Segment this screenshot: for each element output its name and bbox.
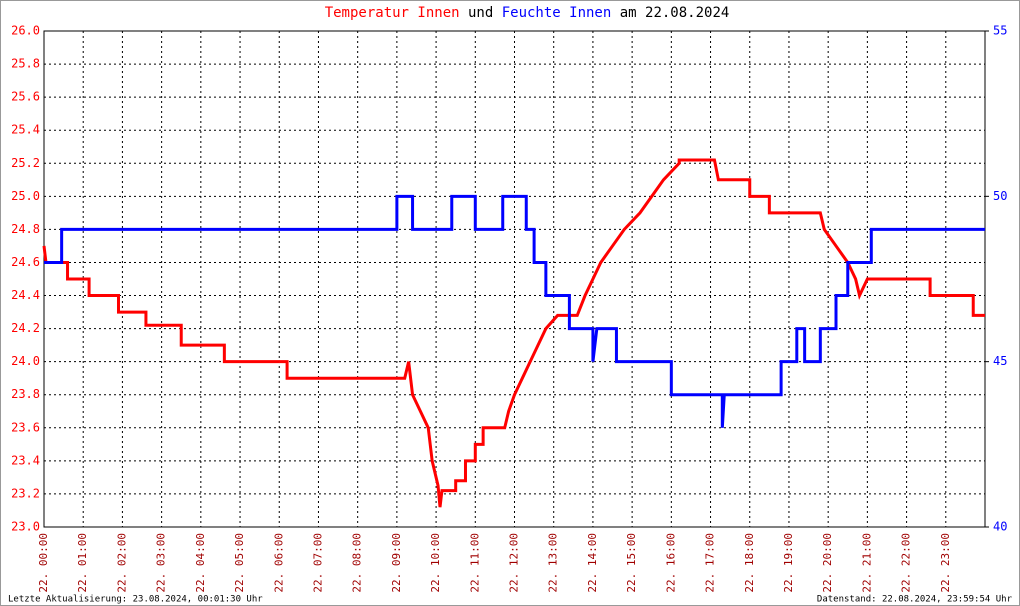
x-tick-label: 22. 01:00 [76, 533, 89, 593]
y-tick-label: 24.0 [11, 354, 40, 368]
x-tick-label: 22. 02:00 [115, 533, 128, 593]
x-tick-label: 22. 16:00 [664, 533, 677, 593]
x-tick-label: 22. 18:00 [743, 533, 756, 593]
x-tick-label: 22. 19:00 [782, 533, 795, 593]
title-connector: und [468, 5, 493, 21]
y-tick-label: 23.4 [11, 453, 40, 467]
x-tick-label: 22. 04:00 [194, 533, 207, 593]
x-tick-label: 22. 13:00 [547, 533, 560, 593]
y-tick-label: 23.0 [11, 520, 40, 534]
y2-tick-label: 50 [993, 189, 1007, 203]
title-series-2: Feuchte Innen [502, 5, 612, 21]
y-tick-label: 23.6 [11, 420, 40, 434]
series-line [42, 158, 985, 508]
x-tick-label: 22. 21:00 [860, 533, 873, 593]
y-tick-label: 24.2 [11, 321, 40, 335]
y-tick-label: 24.4 [11, 288, 40, 302]
y-tick-label: 24.8 [11, 222, 40, 236]
footer-right: Datenstand: 22.08.2024, 23:59:54 Uhr [817, 595, 1013, 605]
x-tick-label: 22. 15:00 [625, 533, 638, 593]
footer-left: Letzte Aktualisierung: 23.08.2024, 00:01… [8, 595, 263, 605]
y-tick-label: 25.4 [11, 123, 40, 137]
x-tick-label: 22. 07:00 [311, 533, 324, 593]
y-tick-label: 25.6 [11, 90, 40, 104]
y2-tick-label: 45 [993, 354, 1007, 368]
x-tick-label: 22. 05:00 [233, 533, 246, 593]
x-tick-label: 22. 09:00 [390, 533, 403, 593]
y-tick-label: 26.0 [11, 24, 40, 38]
x-tick-label: 22. 12:00 [508, 533, 521, 593]
y-tick-label: 24.6 [11, 255, 40, 269]
title-series-1: Temperatur Innen [325, 5, 460, 21]
y-tick-label: 25.0 [11, 189, 40, 203]
y-tick-label: 23.2 [11, 486, 40, 500]
chart-title: Temperatur Innen und Feuchte Innen am 22… [325, 5, 730, 21]
series-line [44, 194, 985, 428]
y-tick-label: 25.2 [11, 156, 40, 170]
plot-border [43, 30, 986, 528]
y2-tick-label: 40 [993, 520, 1007, 534]
x-tick-label: 22. 22:00 [900, 533, 913, 593]
x-tick-label: 22. 00:00 [37, 533, 50, 593]
x-tick-label: 22. 06:00 [272, 533, 285, 593]
y-tick-label: 23.8 [11, 387, 40, 401]
y2-tick-label: 55 [993, 24, 1007, 38]
x-tick-label: 22. 10:00 [429, 533, 442, 593]
x-tick-label: 22. 03:00 [155, 533, 168, 593]
title-suffix: am 22.08.2024 [620, 5, 730, 21]
x-tick-label: 22. 08:00 [351, 533, 364, 593]
x-tick-label: 22. 14:00 [586, 533, 599, 593]
x-tick-label: 22. 23:00 [939, 533, 952, 593]
x-tick-label: 22. 11:00 [468, 533, 481, 593]
y-tick-label: 25.8 [11, 57, 40, 71]
x-tick-label: 22. 17:00 [704, 533, 717, 593]
x-tick-label: 22. 20:00 [821, 533, 834, 593]
